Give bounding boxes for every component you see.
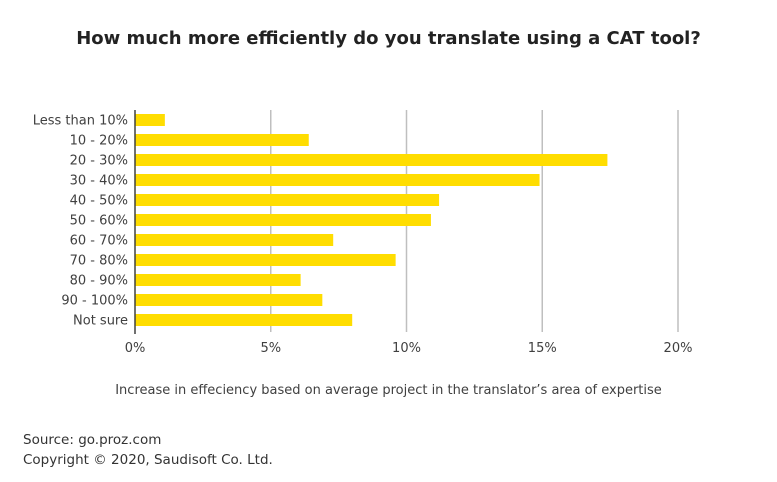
x-tick-label: 15%	[528, 341, 557, 356]
x-axis-label: Increase in effeciency based on average …	[115, 383, 662, 398]
bar	[135, 154, 608, 166]
y-tick-label: 10 - 20%	[70, 134, 128, 149]
bar	[135, 314, 353, 326]
chart-title: How much more efficiently do you transla…	[76, 28, 701, 49]
bar	[135, 134, 309, 146]
y-tick-label: 50 - 60%	[70, 214, 128, 229]
y-tick-label: 20 - 30%	[70, 154, 128, 169]
y-tick-label: 90 - 100%	[61, 294, 128, 309]
bar	[135, 194, 440, 206]
y-tick-label: 60 - 70%	[70, 234, 128, 249]
y-tick-label: Less than 10%	[33, 114, 128, 129]
y-tick-label: Not sure	[73, 314, 128, 329]
x-tick-label: 10%	[392, 341, 421, 356]
bar	[135, 214, 431, 226]
bar	[135, 294, 323, 306]
source-text: Source: go.proz.com	[23, 432, 162, 448]
bar	[135, 254, 396, 266]
y-tick-label: 40 - 50%	[70, 194, 128, 209]
y-tick-label: 30 - 40%	[70, 174, 128, 189]
y-tick-label: 70 - 80%	[70, 254, 128, 269]
x-tick-label: 20%	[664, 341, 693, 356]
bar	[135, 174, 540, 186]
copyright-text: Copyright © 2020, Saudisoft Co. Ltd.	[23, 452, 273, 468]
bar	[135, 234, 334, 246]
bar	[135, 114, 165, 126]
y-tick-label: 80 - 90%	[70, 274, 128, 289]
footer: Source: go.proz.com Copyright © 2020, Sa…	[23, 430, 273, 470]
x-tick-label: 0%	[125, 341, 146, 356]
bar	[135, 274, 301, 286]
x-tick-label: 5%	[260, 341, 281, 356]
